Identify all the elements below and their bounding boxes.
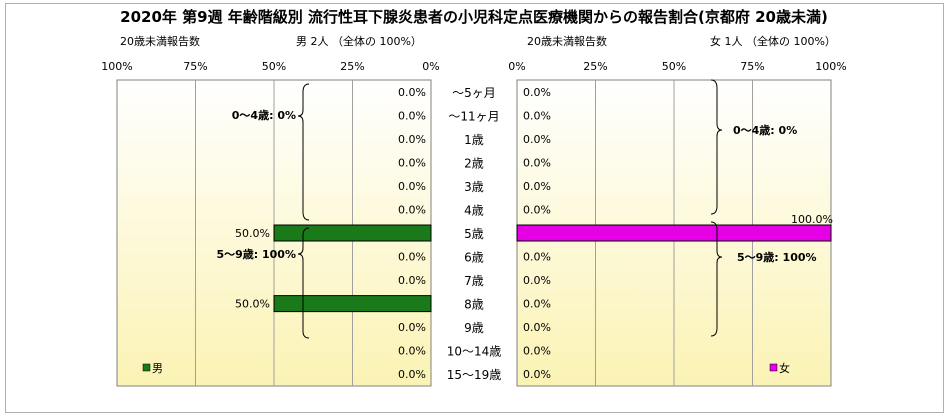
- male-data-label: 0.0%: [398, 203, 426, 216]
- male-subtitle-total: 男 2人 （全体の 100%）: [296, 34, 422, 48]
- female-tick-label: 75%: [740, 60, 764, 73]
- male-data-label: 0.0%: [398, 86, 426, 99]
- male-data-label: 0.0%: [398, 180, 426, 193]
- female-brace-5-9: [710, 221, 723, 337]
- chart-title: 2020年 第9週 年齢階級別 流行性耳下腺炎患者の小児科定点医療機関からの報告…: [120, 8, 828, 26]
- age-category-label: 3歳: [464, 180, 484, 194]
- male-tick-label: 0%: [422, 60, 439, 73]
- age-category-label: 2歳: [464, 156, 484, 170]
- male-tick-label: 50%: [262, 60, 286, 73]
- male-data-label: 0.0%: [398, 274, 426, 287]
- female-data-label: 0.0%: [523, 180, 551, 193]
- female-data-label: 0.0%: [523, 86, 551, 99]
- female-subtitle-count-label: 20歳未満報告数: [527, 35, 607, 48]
- female-data-label: 0.0%: [523, 251, 551, 264]
- male-data-label: 50.0%: [235, 298, 270, 311]
- male-subtitle-count-label: 20歳未満報告数: [120, 35, 200, 48]
- male-group-label-0-4: 0～4歳: 0%: [232, 108, 296, 122]
- male-data-label: 0.0%: [398, 156, 426, 169]
- male-data-label: 0.0%: [398, 321, 426, 334]
- male-data-label: 0.0%: [398, 368, 426, 381]
- male-brace-0-4: [297, 83, 310, 221]
- female-legend-swatch: [769, 363, 778, 372]
- age-category-label: 7歳: [464, 274, 484, 288]
- female-data-label: 0.0%: [523, 203, 551, 216]
- male-legend-swatch: [142, 363, 151, 372]
- female-data-label: 0.0%: [523, 298, 551, 311]
- age-category-label: ～11ヶ月: [448, 109, 499, 123]
- male-bar: [273, 224, 432, 242]
- age-category-label: 9歳: [464, 321, 484, 335]
- age-category-label: 8歳: [464, 298, 484, 312]
- female-data-label: 0.0%: [523, 274, 551, 287]
- female-data-label: 0.0%: [523, 368, 551, 381]
- male-tick-label: 25%: [340, 60, 364, 73]
- male-bar: [273, 295, 432, 313]
- female-bar: [516, 224, 832, 242]
- female-group-label-0-4: 0～4歳: 0%: [733, 123, 797, 137]
- male-data-label: 50.0%: [235, 227, 270, 240]
- age-category-label: ～5ヶ月: [452, 86, 496, 100]
- chart-frame: [5, 3, 944, 413]
- female-tick-label: 25%: [583, 60, 607, 73]
- age-category-label: 10～14歳: [447, 345, 502, 359]
- female-data-label: 0.0%: [523, 133, 551, 146]
- male-tick-label: 75%: [183, 60, 207, 73]
- male-legend-label: 男: [152, 362, 163, 375]
- male-data-label: 0.0%: [398, 345, 426, 358]
- male-data-label: 0.0%: [398, 251, 426, 264]
- female-legend-label: 女: [779, 361, 790, 375]
- female-subtitle-total: 女 1人 （全体の 100%）: [710, 34, 836, 48]
- age-category-label: 5歳: [464, 227, 484, 241]
- male-data-label: 0.0%: [398, 109, 426, 122]
- female-data-label: 0.0%: [523, 321, 551, 334]
- female-data-label: 100.0%: [791, 213, 833, 226]
- age-category-label: 15～19歳: [447, 368, 502, 382]
- age-category-label: 6歳: [464, 251, 484, 265]
- male-group-label-5-9: 5～9歳: 100%: [216, 247, 296, 261]
- male-data-label: 0.0%: [398, 133, 426, 146]
- age-category-label: 4歳: [464, 203, 484, 217]
- female-tick-label: 0%: [508, 60, 525, 73]
- female-data-label: 0.0%: [523, 345, 551, 358]
- female-data-label: 0.0%: [523, 156, 551, 169]
- age-category-label: 1歳: [464, 133, 484, 147]
- female-brace-0-4: [710, 79, 723, 215]
- male-brace-5-9: [297, 227, 310, 339]
- male-tick-label: 100%: [101, 60, 132, 73]
- female-data-label: 0.0%: [523, 109, 551, 122]
- female-tick-label: 100%: [815, 60, 846, 73]
- female-tick-label: 50%: [662, 60, 686, 73]
- female-group-label-5-9: 5～9歳: 100%: [737, 250, 817, 264]
